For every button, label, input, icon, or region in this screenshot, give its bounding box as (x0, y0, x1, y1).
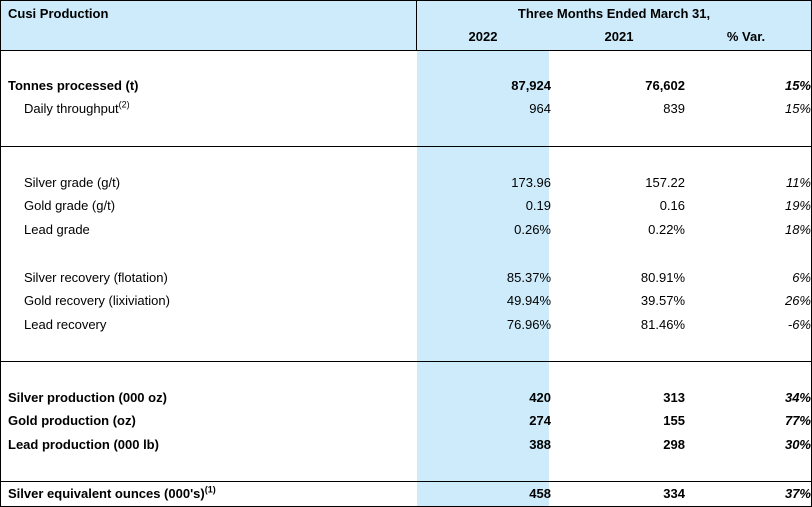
current-year-highlight (417, 51, 549, 506)
cell-variance: 15% (784, 101, 811, 116)
cell-2022: 173.96 (511, 175, 551, 190)
row-label: Silver recovery (flotation) (24, 270, 168, 286)
cell-variance: 11% (785, 175, 811, 190)
section-divider (1, 481, 811, 482)
row-label: Gold production (oz) (8, 413, 136, 429)
row-label: Lead grade (24, 222, 90, 238)
cell-variance: 37% (784, 486, 811, 501)
row-label-text: Lead recovery (24, 317, 107, 332)
cell-2021: 157.22 (645, 175, 685, 190)
cell-2022: 274 (529, 413, 551, 428)
cell-variance: 6% (792, 270, 811, 285)
cell-2022: 87,924 (511, 78, 551, 93)
row-label: Lead production (000 lb) (8, 437, 159, 453)
column-header-2022: 2022 (468, 29, 498, 44)
row-label: Silver equivalent ounces (000's)(1) (8, 484, 216, 502)
cell-2021: 155 (663, 413, 685, 428)
cell-2021: 76,602 (645, 78, 685, 93)
cell-variance: 26% (784, 293, 811, 308)
row-label-text: Daily throughput (24, 101, 119, 116)
row-label-text: Silver equivalent ounces (000's) (8, 486, 205, 501)
row-label-text: Tonnes processed (t) (8, 78, 139, 93)
cell-2021: 0.16 (659, 198, 685, 213)
column-header-variance: % Var. (726, 29, 766, 44)
cell-2021: 0.22% (648, 222, 685, 237)
column-header-2021: 2021 (604, 29, 634, 44)
row-label-text: Silver grade (g/t) (24, 175, 121, 190)
row-label: Daily throughput(2) (24, 99, 130, 117)
section-divider (1, 361, 811, 362)
cell-2022: 420 (529, 390, 551, 405)
cell-2022: 964 (529, 101, 551, 116)
row-label: Gold recovery (lixiviation) (24, 293, 170, 309)
row-label: Silver production (000 oz) (8, 390, 167, 406)
row-label: Gold grade (g/t) (24, 198, 115, 214)
section-divider (1, 146, 811, 147)
cell-variance: 34% (784, 390, 811, 405)
row-label: Lead recovery (24, 317, 106, 333)
row-label-text: Lead grade (24, 222, 90, 237)
cell-variance: 15% (784, 78, 811, 93)
cell-2022: 49.94% (506, 293, 551, 308)
row-label-text: Lead production (000 lb) (8, 437, 159, 452)
cell-2021: 80.91% (640, 270, 685, 285)
cell-variance: 19% (784, 198, 811, 213)
row-label-text: Gold recovery (lixiviation) (24, 293, 170, 308)
row-label: Silver grade (g/t) (24, 175, 120, 191)
table-header (1, 1, 811, 51)
cell-variance: -6% (787, 317, 811, 332)
cell-2021: 298 (663, 437, 685, 452)
header-divider (416, 1, 417, 50)
cell-2022: 0.26% (514, 222, 551, 237)
cell-2022: 0.19 (525, 198, 551, 213)
cell-variance: 18% (784, 222, 811, 237)
cell-2022: 388 (529, 437, 551, 452)
row-label-text: Gold production (oz) (8, 413, 136, 428)
cell-2021: 81.46% (640, 317, 685, 332)
footnote-marker: (2) (118, 99, 130, 110)
row-label-text: Silver recovery (flotation) (24, 270, 168, 285)
cell-2022: 458 (529, 486, 551, 501)
cell-2021: 313 (663, 390, 685, 405)
period-header: Three Months Ended March 31, (517, 6, 711, 21)
row-label-text: Gold grade (g/t) (24, 198, 116, 213)
footnote-marker: (1) (204, 484, 216, 495)
cell-variance: 30% (784, 437, 811, 452)
row-label-text: Silver production (000 oz) (8, 390, 167, 405)
cell-2022: 76.96% (506, 317, 551, 332)
cell-2021: 39.57% (640, 293, 685, 308)
table-title: Cusi Production (8, 6, 109, 21)
cell-2021: 839 (663, 101, 685, 116)
cell-variance: 77% (784, 413, 811, 428)
cell-2021: 334 (663, 486, 685, 501)
cell-2022: 85.37% (506, 270, 551, 285)
row-label: Tonnes processed (t) (8, 78, 139, 94)
